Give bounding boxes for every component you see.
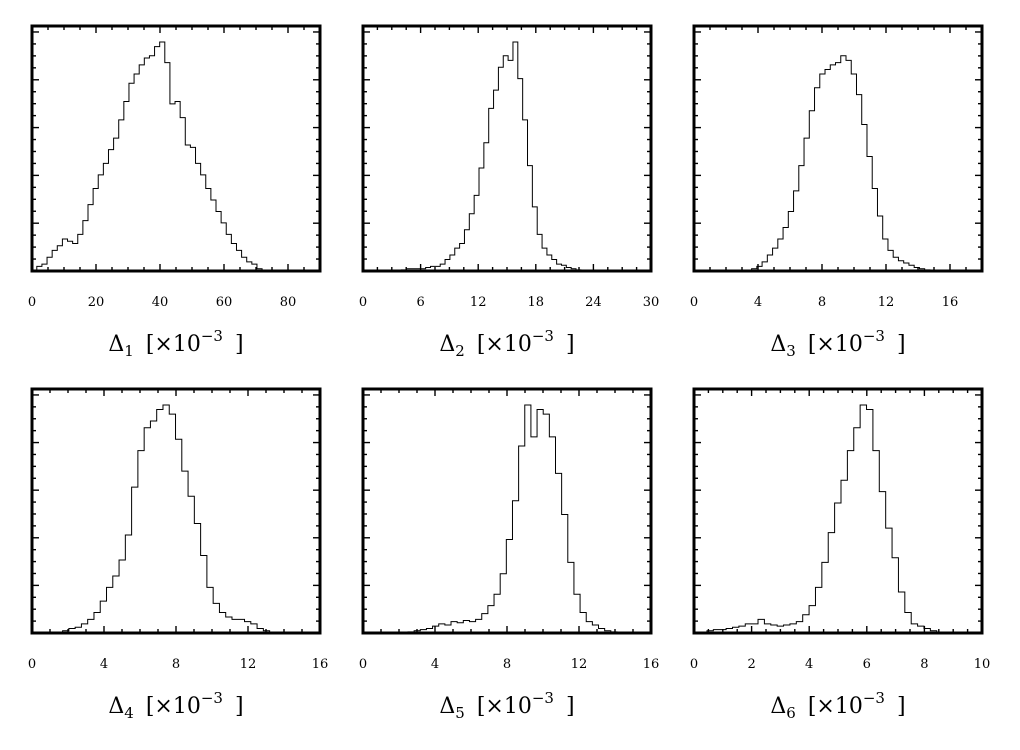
x-tick-label: 20 — [88, 295, 105, 310]
histogram-step-line — [36, 41, 268, 272]
x-tick-label: 40 — [152, 295, 169, 310]
x-tick-label: 0 — [690, 657, 698, 672]
x-tick-label: 4 — [431, 657, 439, 672]
histogram-panel-2: 0 6 12 18 24 30 Δ2 [×10−3] — [359, 24, 660, 360]
x-tick-label: 4 — [805, 657, 813, 672]
x-tick-label: 30 — [643, 295, 660, 310]
x-tick-label: 60 — [216, 295, 233, 310]
x-tick-label: 18 — [528, 295, 545, 310]
x-tick-label: 2 — [747, 657, 755, 672]
plot-frame — [692, 387, 984, 635]
x-tick-label: 0 — [359, 295, 367, 310]
x-axis-label: Δ1 [×10−3] — [108, 327, 243, 360]
histogram-step-line — [751, 55, 941, 272]
x-tick-label: 8 — [503, 657, 511, 672]
x-tick-label: 12 — [878, 295, 895, 310]
x-tick-label: 8 — [172, 657, 180, 672]
x-tick-label: 6 — [863, 657, 871, 672]
x-axis-label: Δ3 [×10−3] — [770, 327, 905, 360]
x-tick-label: 0 — [359, 657, 367, 672]
x-tick-label: 12 — [470, 295, 487, 310]
x-axis-label: Δ2 [×10−3] — [439, 327, 574, 360]
x-tick-label: 8 — [818, 295, 826, 310]
x-tick-label: 16 — [942, 295, 959, 310]
x-axis-label: Δ4 [×10−3] — [108, 689, 243, 722]
histogram-step-line — [407, 404, 624, 634]
plot-frame — [30, 387, 322, 635]
plot-frame — [692, 24, 984, 273]
histogram-step-line — [706, 404, 944, 634]
x-tick-label: 6 — [416, 295, 424, 310]
x-tick-label: 0 — [690, 295, 698, 310]
x-tick-label: 12 — [240, 657, 257, 672]
x-axis-label: Δ6 [×10−3] — [770, 689, 905, 722]
x-tick-label: 8 — [920, 657, 928, 672]
x-tick-label: 4 — [100, 657, 108, 672]
x-axis-label: Δ5 [×10−3] — [439, 689, 574, 722]
plot-frame — [30, 24, 322, 273]
x-tick-label: 24 — [585, 295, 602, 310]
histogram-step-line — [400, 41, 586, 272]
x-tick-label: 16 — [312, 657, 329, 672]
histogram-panel-3: 0 4 8 12 16 Δ3 [×10−3] — [690, 24, 984, 360]
x-tick-label: 80 — [280, 295, 297, 310]
x-tick-label: 0 — [28, 657, 36, 672]
histogram-panel-6: 0 2 4 6 8 10 Δ6 [×10−3] — [690, 387, 991, 722]
histogram-panel-4: 0 4 8 12 16 Δ4 [×10−3] — [28, 387, 329, 722]
plot-frame — [361, 24, 653, 273]
x-tick-label: 16 — [643, 657, 660, 672]
x-tick-label: 0 — [28, 295, 36, 310]
x-tick-label: 10 — [974, 657, 991, 672]
histogram-panel-5: 0 4 8 12 16 Δ5 [×10−3] — [359, 387, 660, 722]
x-tick-label: 4 — [754, 295, 762, 310]
x-tick-label: 12 — [571, 657, 588, 672]
plot-frame — [361, 387, 653, 635]
histogram-panel-1: 0 20 40 60 80 Δ1 [×10−3] — [28, 24, 322, 360]
histogram-step-line — [62, 404, 276, 634]
